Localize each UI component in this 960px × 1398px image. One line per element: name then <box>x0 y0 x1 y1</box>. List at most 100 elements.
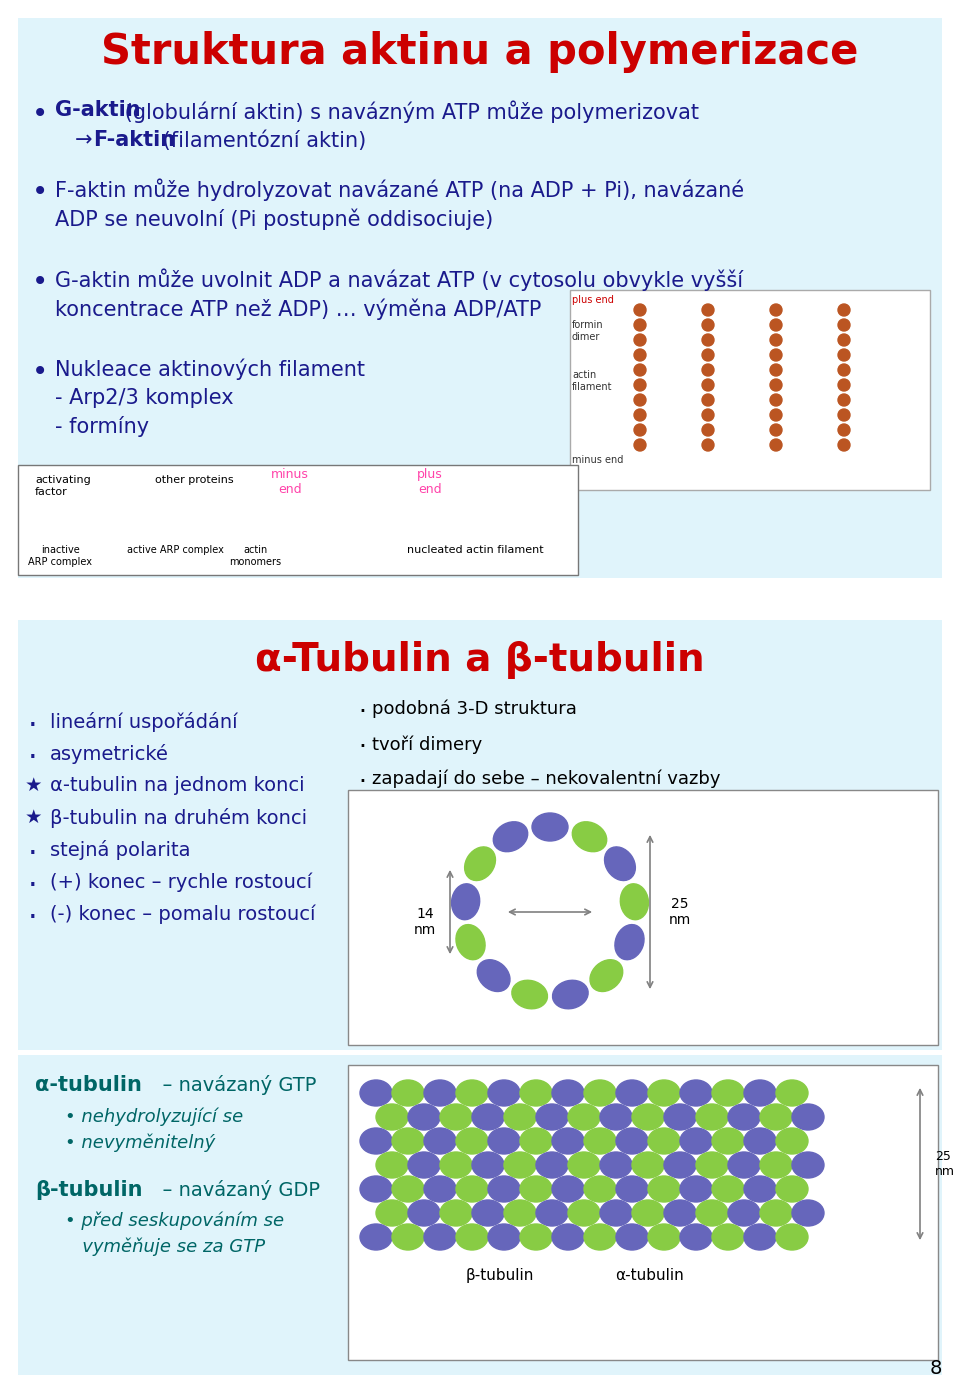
Circle shape <box>634 379 646 391</box>
Ellipse shape <box>456 1176 488 1202</box>
Ellipse shape <box>488 1081 520 1106</box>
Text: 14
nm: 14 nm <box>414 907 436 937</box>
Ellipse shape <box>616 1128 648 1153</box>
Ellipse shape <box>620 884 648 920</box>
Ellipse shape <box>424 1225 456 1250</box>
Circle shape <box>770 363 782 376</box>
FancyBboxPatch shape <box>348 1065 938 1360</box>
Circle shape <box>702 379 714 391</box>
Ellipse shape <box>590 960 623 991</box>
Circle shape <box>634 410 646 421</box>
Text: – navázaný GTP: – navázaný GTP <box>150 1075 317 1095</box>
Ellipse shape <box>728 1104 760 1130</box>
Circle shape <box>634 350 646 361</box>
Ellipse shape <box>728 1152 760 1179</box>
Ellipse shape <box>776 1081 808 1106</box>
Text: asymetrické: asymetrické <box>50 744 169 763</box>
Ellipse shape <box>696 1104 728 1130</box>
Text: stejná polarita: stejná polarita <box>50 840 190 860</box>
Ellipse shape <box>472 1199 504 1226</box>
Circle shape <box>702 394 714 405</box>
Text: formin
dimer: formin dimer <box>572 320 604 341</box>
Text: α-tubulin: α-tubulin <box>35 1075 142 1095</box>
Text: (globulární aktin) s navázným ATP může polymerizovat: (globulární aktin) s navázným ATP může p… <box>118 101 699 123</box>
Text: podobná 3-D struktura: podobná 3-D struktura <box>372 700 577 719</box>
Ellipse shape <box>392 1081 424 1106</box>
Text: ·: · <box>28 840 37 870</box>
Text: actin
filament: actin filament <box>572 370 612 391</box>
Ellipse shape <box>520 1176 552 1202</box>
Text: activating
factor: activating factor <box>35 475 91 496</box>
Circle shape <box>702 424 714 436</box>
Text: 8: 8 <box>929 1359 942 1378</box>
Ellipse shape <box>408 1199 440 1226</box>
Circle shape <box>838 439 850 452</box>
Ellipse shape <box>776 1128 808 1153</box>
Text: minus end: minus end <box>572 454 623 466</box>
Circle shape <box>838 350 850 361</box>
Ellipse shape <box>440 1104 472 1130</box>
Ellipse shape <box>360 1225 392 1250</box>
Ellipse shape <box>568 1199 600 1226</box>
Text: (filamentózní aktin): (filamentózní aktin) <box>156 130 367 151</box>
Ellipse shape <box>360 1176 392 1202</box>
Text: →: → <box>75 130 92 150</box>
Circle shape <box>702 334 714 345</box>
Circle shape <box>634 334 646 345</box>
Circle shape <box>702 439 714 452</box>
Text: minus
end: minus end <box>271 468 309 496</box>
Text: vyměňuje se za GTP: vyměňuje se za GTP <box>65 1239 265 1257</box>
Ellipse shape <box>712 1176 744 1202</box>
Ellipse shape <box>451 884 480 920</box>
Text: actin
monomers: actin monomers <box>228 545 281 566</box>
Circle shape <box>634 303 646 316</box>
Text: plus
end: plus end <box>418 468 443 496</box>
Ellipse shape <box>360 1128 392 1153</box>
Ellipse shape <box>376 1152 408 1179</box>
Ellipse shape <box>792 1104 824 1130</box>
Ellipse shape <box>456 924 485 959</box>
Ellipse shape <box>504 1104 536 1130</box>
Text: ·: · <box>28 905 37 932</box>
Ellipse shape <box>553 980 588 1009</box>
Text: zapadají do sebe – nekovalentní vazby: zapadají do sebe – nekovalentní vazby <box>372 770 721 788</box>
Text: – navázaný GDP: – navázaný GDP <box>150 1180 320 1199</box>
Ellipse shape <box>536 1104 568 1130</box>
Ellipse shape <box>605 847 636 881</box>
FancyBboxPatch shape <box>570 289 930 491</box>
Text: F-aktin: F-aktin <box>93 130 175 150</box>
Ellipse shape <box>632 1104 664 1130</box>
Ellipse shape <box>680 1176 712 1202</box>
Text: ·: · <box>28 872 37 900</box>
Circle shape <box>770 350 782 361</box>
Ellipse shape <box>456 1128 488 1153</box>
Ellipse shape <box>536 1152 568 1179</box>
Ellipse shape <box>552 1081 584 1106</box>
Ellipse shape <box>680 1081 712 1106</box>
Circle shape <box>634 424 646 436</box>
Ellipse shape <box>424 1128 456 1153</box>
Ellipse shape <box>392 1176 424 1202</box>
Circle shape <box>702 350 714 361</box>
Text: (+) konec – rychle rostoucí: (+) konec – rychle rostoucí <box>50 872 312 892</box>
FancyBboxPatch shape <box>18 1055 942 1376</box>
Ellipse shape <box>632 1199 664 1226</box>
Text: plus end: plus end <box>572 295 613 305</box>
Ellipse shape <box>760 1152 792 1179</box>
Ellipse shape <box>600 1199 632 1226</box>
Text: • před seskupováním se: • před seskupováním se <box>65 1212 284 1230</box>
Circle shape <box>770 303 782 316</box>
Ellipse shape <box>512 980 547 1009</box>
Text: (-) konec – pomalu rostoucí: (-) konec – pomalu rostoucí <box>50 905 316 924</box>
Ellipse shape <box>696 1152 728 1179</box>
Circle shape <box>838 303 850 316</box>
Circle shape <box>838 424 850 436</box>
Ellipse shape <box>552 1225 584 1250</box>
Ellipse shape <box>472 1104 504 1130</box>
Text: •: • <box>32 178 48 206</box>
Ellipse shape <box>744 1128 776 1153</box>
Ellipse shape <box>616 1176 648 1202</box>
Ellipse shape <box>520 1225 552 1250</box>
Ellipse shape <box>465 847 495 881</box>
Circle shape <box>770 394 782 405</box>
